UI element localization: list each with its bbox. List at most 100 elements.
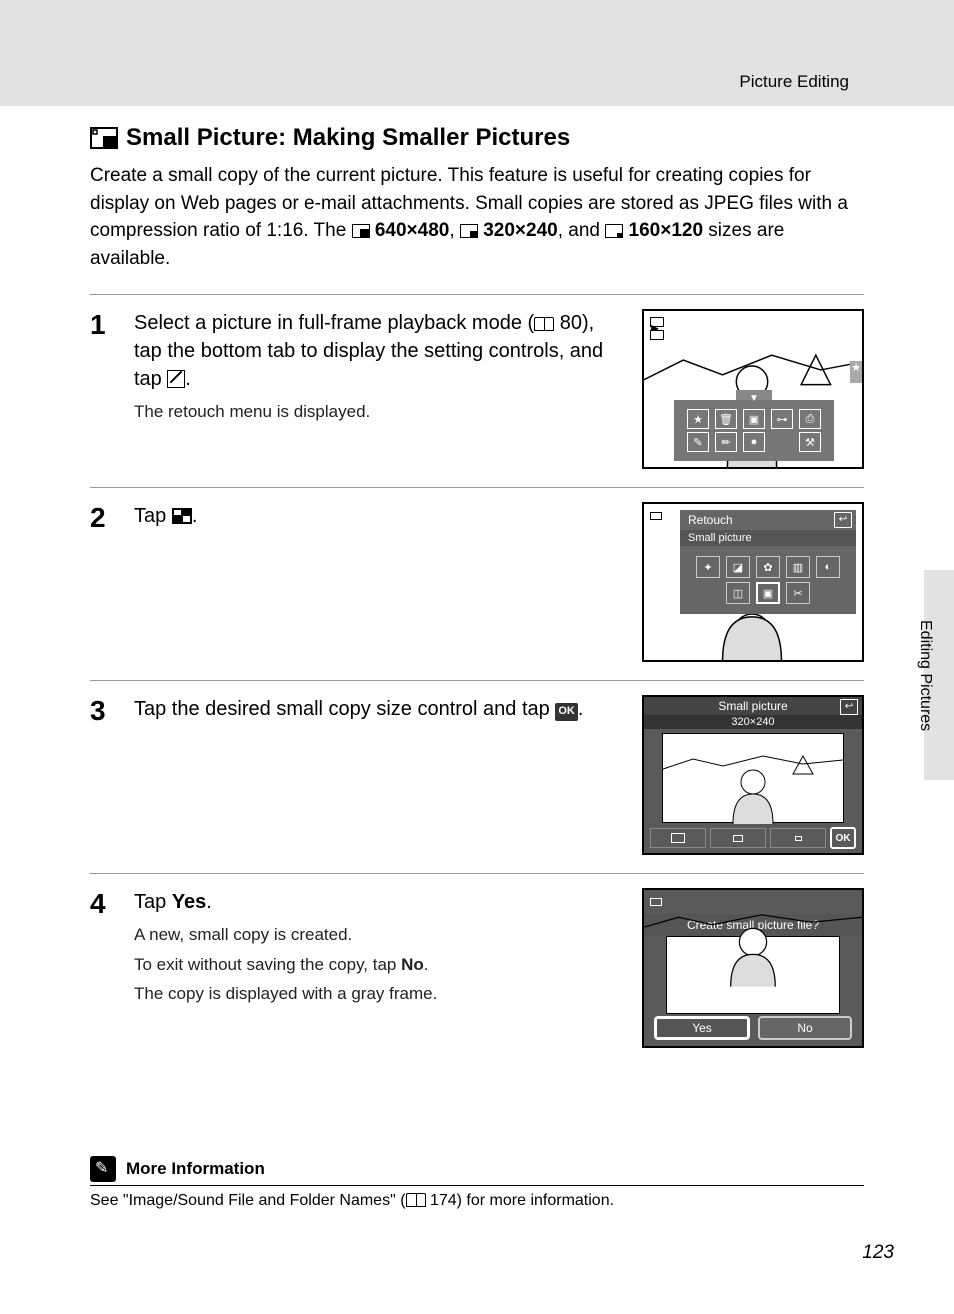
preview-image [662, 733, 844, 823]
setup-button[interactable]: ⚒ [799, 432, 821, 452]
crop-option[interactable]: ✂ [786, 582, 810, 604]
small-picture-icon [90, 127, 118, 149]
preview-scene-icon [663, 734, 843, 824]
step-1-body: Select a picture in full-frame playback … [134, 309, 624, 469]
slideshow-button[interactable]: ▣ [743, 409, 765, 429]
intro-mid-1: , [449, 220, 460, 241]
retouch-button[interactable]: ✏ [715, 432, 737, 452]
step-2-main: Tap . [134, 502, 614, 530]
step-4-sub: A new, small copy is created. To exit wi… [134, 922, 614, 1007]
step-1: 1 Select a picture in full-frame playbac… [90, 294, 864, 487]
more-info-ref: 174 [426, 1192, 457, 1209]
confirm-preview [666, 936, 840, 1014]
step-3-number: 3 [90, 697, 116, 855]
stretch-option[interactable]: ◫ [726, 582, 750, 604]
protect-button[interactable]: ⊶ [771, 409, 793, 429]
size-medium-icon [460, 224, 478, 238]
camera-screen-2: Retouch ↩ Small picture ✦ ◪ ✿ ▥ ◐ [642, 502, 864, 662]
step-4-body: Tap Yes. A new, small copy is created. T… [134, 888, 624, 1048]
filter-option[interactable]: ▥ [786, 556, 810, 578]
more-info-icon [90, 1156, 116, 1182]
step-4-sub1: A new, small copy is created. [134, 922, 614, 948]
skin-soften-option[interactable]: ✿ [756, 556, 780, 578]
rating-button[interactable]: ★ [687, 409, 709, 429]
top-left-indicators: ▸ [650, 317, 664, 340]
toolbar-row-2: ✎ ✏ ● ⚒ [680, 432, 828, 452]
small-picture-option[interactable]: ▣ [756, 582, 780, 604]
toolbar-row-1: ★ 🗑 ▣ ⊶ ⎙ [680, 409, 828, 429]
step-2-body: Tap . [134, 502, 624, 662]
book-ref-icon [406, 1193, 426, 1207]
battery-icon [650, 512, 662, 520]
step-4: 4 Tap Yes. A new, small copy is created.… [90, 873, 864, 1066]
size-option-large[interactable] [650, 828, 706, 848]
step-4-sub2-a: To exit without saving the copy, tap [134, 955, 401, 974]
step-4-text-a: Tap [134, 891, 172, 913]
back-button[interactable]: ↩ [834, 512, 852, 528]
size-160: 160×120 [629, 220, 704, 241]
step-1-figure: ▸ ★ ▼ ★ 🗑 ▣ ⊶ ⎙ [642, 309, 864, 469]
step-3: 3 Tap the desired small copy size contro… [90, 680, 864, 873]
section-label: Picture Editing [739, 72, 849, 92]
back-button[interactable]: ↩ [840, 699, 858, 715]
step-1-number: 1 [90, 311, 116, 469]
yes-button[interactable]: Yes [654, 1016, 750, 1040]
step-4-main: Tap Yes. [134, 888, 614, 916]
rating-strip: ★ [850, 361, 862, 383]
step-1-text-a: Select a picture in full-frame playback … [134, 312, 534, 334]
no-button[interactable]: No [758, 1016, 852, 1040]
bottom-toolbar: ▼ ★ 🗑 ▣ ⊶ ⎙ ✎ ✏ ● ⚒ [674, 400, 834, 461]
step-3-body: Tap the desired small copy size control … [134, 695, 624, 855]
size-small-icon [605, 224, 623, 238]
step-1-ref: 80 [554, 312, 582, 334]
quick-retouch-option[interactable]: ✦ [696, 556, 720, 578]
more-info-text-b: ) for more information. [457, 1192, 614, 1209]
more-info-title: More Information [126, 1159, 265, 1179]
intro-mid-2: , and [558, 220, 606, 241]
screen3-size-label: 320×240 [644, 715, 862, 729]
delete-button[interactable]: 🗑 [715, 409, 737, 429]
size-640: 640×480 [375, 220, 450, 241]
side-tab-label: Editing Pictures [916, 620, 934, 731]
retouch-options-grid: ✦ ◪ ✿ ▥ ◐ ◫ ▣ ✂ [680, 546, 856, 614]
step-4-yes: Yes [172, 891, 206, 913]
confirm-scene-icon [644, 890, 862, 987]
dlighting-option[interactable]: ◪ [726, 556, 750, 578]
retouch-subtitle: Small picture [680, 530, 856, 546]
more-info-header: More Information [90, 1156, 864, 1186]
size-320: 320×240 [483, 220, 558, 241]
more-info-text-a: See "Image/Sound File and Folder Names" … [90, 1192, 406, 1209]
step-1-text-c: . [185, 368, 191, 390]
manual-page: Picture Editing Editing Pictures Small P… [0, 0, 954, 1314]
step-3-figure: Small picture ↩ 320×240 [642, 695, 864, 855]
screen3-title: Small picture [718, 699, 787, 713]
step-3-text-b: . [578, 698, 584, 720]
caret-down-icon: ▼ [749, 393, 759, 404]
paint-button[interactable]: ✎ [687, 432, 709, 452]
content-area: Small Picture: Making Smaller Pictures C… [0, 106, 954, 1210]
step-4-sub2: To exit without saving the copy, tap No. [134, 952, 614, 978]
step-4-figure: Create small picture file? Yes No [642, 888, 864, 1048]
step-1-sub: The retouch menu is displayed. [134, 399, 614, 425]
other-option[interactable]: ◐ [816, 556, 840, 578]
step-2-number: 2 [90, 504, 116, 662]
size-option-small[interactable] [770, 828, 826, 848]
step-4-number: 4 [90, 890, 116, 1048]
retouch-menu: Retouch ↩ Small picture ✦ ◪ ✿ ▥ ◐ [680, 510, 856, 614]
ok-button[interactable]: OK [830, 827, 856, 849]
step-2-text-b: . [192, 505, 198, 527]
step-4-sub2-b: . [424, 955, 429, 974]
playback-indicator-icon: ▸ [650, 317, 664, 327]
ok-icon: OK [555, 703, 578, 720]
size-selector-row: OK [650, 827, 856, 849]
page-number: 123 [862, 1242, 894, 1264]
confirm-buttons: Yes No [654, 1016, 852, 1040]
page-title-row: Small Picture: Making Smaller Pictures [90, 124, 864, 152]
page-title: Small Picture: Making Smaller Pictures [126, 124, 570, 152]
voice-memo-button[interactable]: ● [743, 432, 765, 452]
step-4-text-b: . [206, 891, 212, 913]
print-button[interactable]: ⎙ [799, 409, 821, 429]
size-option-medium[interactable] [710, 828, 766, 848]
retouch-title: Retouch [688, 513, 733, 527]
step-2: 2 Tap . Retouch ↩ [90, 487, 864, 680]
